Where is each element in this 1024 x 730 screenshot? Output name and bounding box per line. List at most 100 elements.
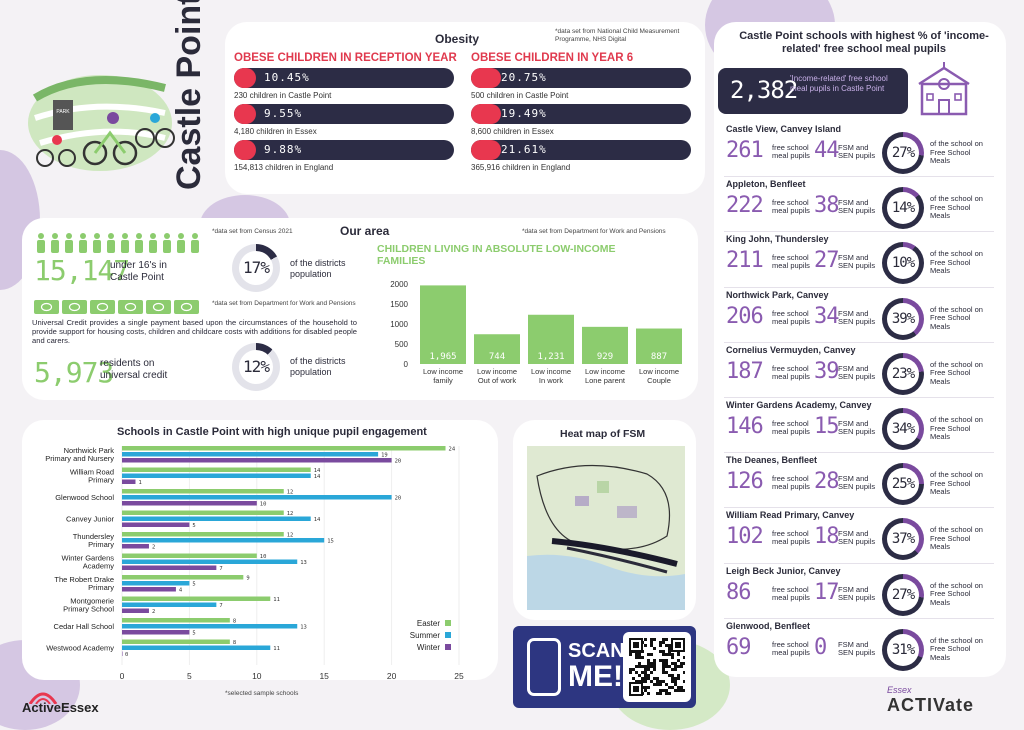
qr-cell [671, 653, 674, 656]
qr-cell [683, 671, 686, 674]
engagement-bar-summer [122, 495, 392, 500]
school-name: The Deanes, Benfleet [726, 455, 818, 466]
fsm-sen-count: 17 [814, 579, 839, 605]
fsm-pupil-count: 126 [726, 469, 764, 495]
qr-cell [638, 662, 641, 665]
qr-cell [665, 683, 668, 686]
population-pct-2: 12% [239, 350, 273, 384]
legend-label: Winter [417, 643, 440, 652]
engagement-value-label: 20 [395, 496, 402, 502]
school-category-label: Canvey Junior [66, 515, 114, 524]
qr-cell [674, 665, 677, 668]
qr-cell [635, 671, 638, 674]
obesity-bar: 9.88% [234, 140, 454, 160]
engagement-value-label: 8 [233, 619, 236, 625]
school-category-label: Winter Gardens [61, 554, 114, 563]
qr-cell [665, 692, 668, 695]
population-pct-1: 17% [239, 251, 273, 285]
qr-cell [650, 644, 653, 647]
school-category-label: The Robert Drake [54, 575, 114, 584]
qr-cell [635, 653, 638, 656]
fsm-pupil-count: 86 [726, 579, 751, 605]
engagement-value-label: 4 [179, 588, 183, 594]
x-tick-label: 20 [387, 671, 397, 681]
qr-cell [677, 674, 680, 677]
y-tick-label: 500 [395, 340, 409, 349]
engagement-value-label: 5 [192, 523, 195, 529]
qr-cell [665, 662, 668, 665]
qr-cell [668, 692, 671, 695]
school-name: Appleton, Benfleet [726, 179, 806, 190]
qr-cell [638, 665, 641, 668]
school-separator [724, 397, 994, 398]
qr-cell [674, 683, 677, 686]
phone-icon [527, 638, 561, 696]
fsm-percent-ring: 27% [882, 132, 924, 174]
scan-me-panel[interactable]: SCAN ME! [513, 626, 696, 708]
legend-swatch [445, 620, 451, 626]
qr-cell [653, 659, 656, 662]
engagement-bar-easter [122, 467, 311, 472]
lowincome-bar [582, 326, 628, 364]
under16-number: 15,147 [34, 254, 130, 287]
school-separator [724, 617, 994, 619]
engagement-bar-summer [122, 538, 325, 543]
qr-cell [674, 662, 677, 665]
qr-cell [677, 677, 680, 680]
obesity-bar-fill [234, 68, 256, 88]
school-category-label: Glenwood School [55, 493, 114, 502]
qr-cell [632, 677, 635, 680]
engagement-value-label: 19 [381, 453, 388, 459]
scan-label: SCAN [568, 640, 625, 662]
qr-cell [662, 653, 665, 656]
dwp-note: *data set from Department for Work and P… [522, 228, 666, 235]
fsm-percent-label: of the school on Free School Meals [930, 139, 983, 165]
y-tick-label: 1000 [390, 320, 408, 329]
fsm-percent-label: of the school on Free School Meals [930, 359, 983, 386]
fsm-percent-value: 14% [887, 192, 919, 225]
qr-cell [665, 689, 668, 692]
x-tick-label: 25 [454, 671, 464, 681]
qr-cell [638, 680, 641, 683]
lowincome-value-label: 929 [597, 352, 613, 362]
engagement-value-label: 14 [314, 517, 321, 523]
people-icons [34, 232, 209, 254]
fsm-percent-ring: 27% [882, 573, 924, 616]
engagement-value-label: 8 [233, 640, 236, 646]
cyclists-illustration: PARK [25, 28, 175, 173]
banknote-icon [118, 300, 143, 314]
engagement-bar-winter [122, 501, 257, 506]
school-category-label-2: Primary [88, 476, 114, 485]
person-icon [149, 233, 157, 253]
qr-cell [659, 683, 662, 686]
qr-cell [668, 647, 671, 650]
fsm-percent-value: 25% [887, 468, 919, 501]
engagement-bar-winter [122, 522, 190, 527]
engagement-bar-summer [122, 581, 190, 586]
engagement-bar-easter [122, 510, 284, 515]
fsm-pupil-label: free school meal pupils [772, 363, 810, 381]
engagement-bar-summer [122, 559, 298, 564]
qr-cell [656, 683, 659, 686]
x-tick-label: 10 [252, 671, 262, 681]
engagement-value-label: 15 [327, 539, 334, 545]
engagement-bar-summer [122, 645, 271, 650]
qr-cell [662, 638, 665, 641]
engagement-value-label: 11 [273, 597, 280, 603]
qr-code[interactable] [623, 632, 691, 702]
fsm-sen-count: 18 [814, 524, 839, 550]
engagement-footnote: *selected sample schools [225, 690, 299, 697]
person-icon [191, 233, 199, 253]
qr-cell [680, 662, 683, 665]
school-name: Cornelius Vermuyden, Canvey [726, 344, 856, 355]
fsm-sen-count: 44 [814, 138, 839, 163]
qr-cell [644, 677, 647, 680]
fsm-sen-label: FSM and SEN pupils [838, 529, 876, 547]
engagement-bar-summer [122, 473, 311, 478]
fsm-sen-label: FSM and SEN pupils [838, 419, 876, 436]
qr-cell [671, 668, 674, 671]
qr-cell [641, 656, 644, 659]
y-tick-label: 2000 [390, 280, 408, 289]
person-icon [51, 233, 59, 253]
obesity-bar: 21.61% [471, 140, 691, 160]
